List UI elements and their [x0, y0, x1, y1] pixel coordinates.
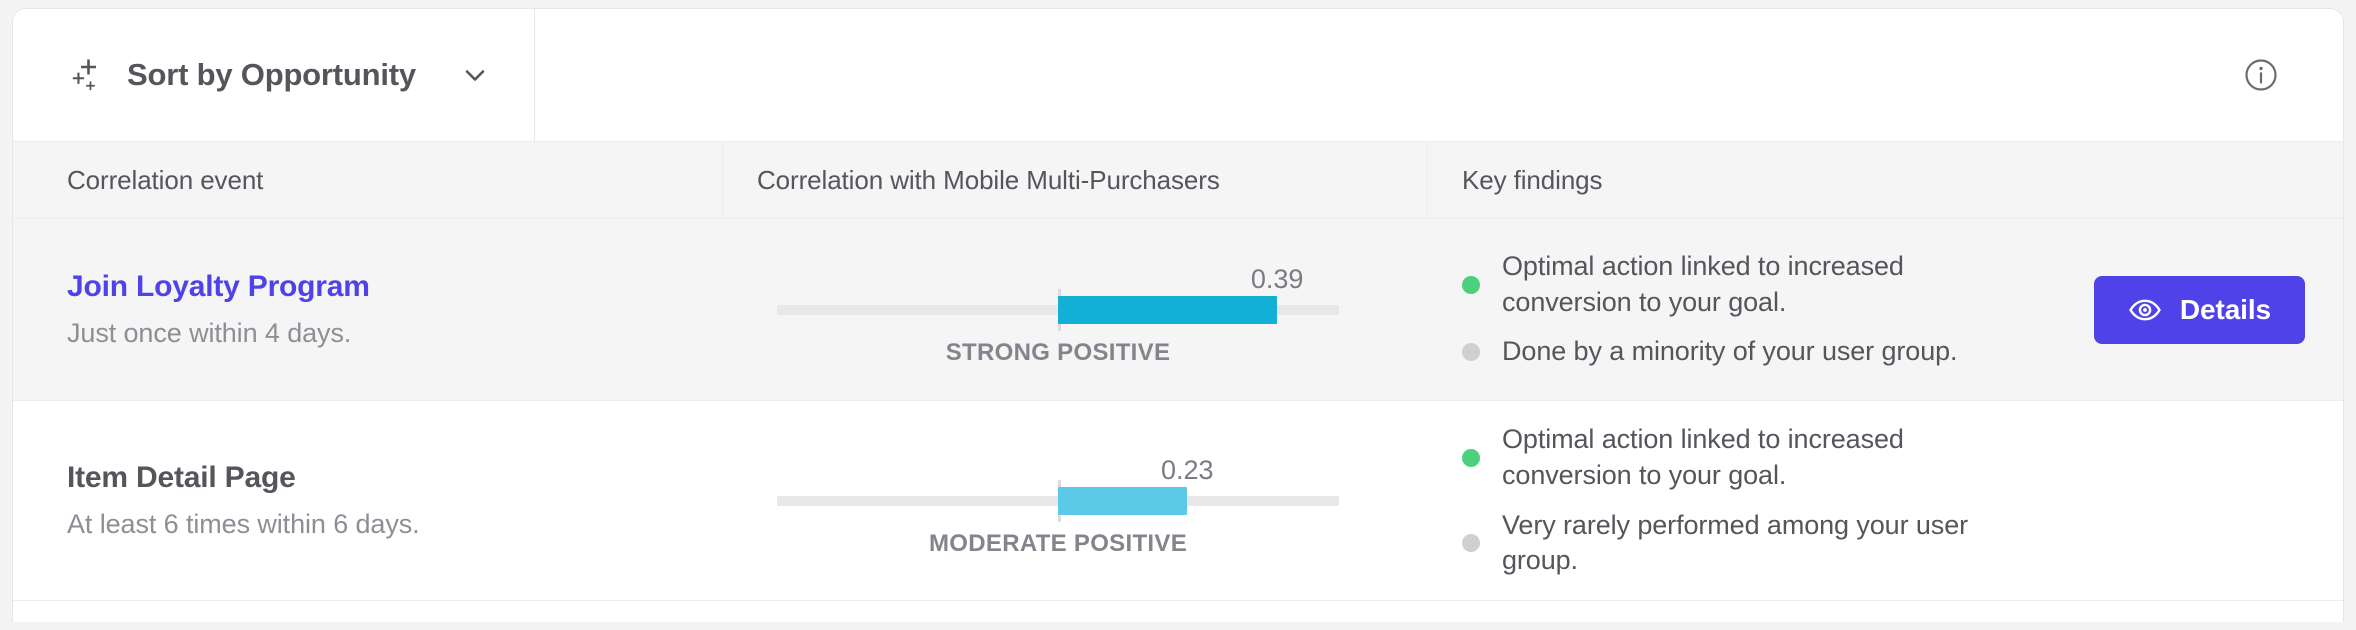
status-dot-neutral	[1462, 534, 1480, 553]
finding-item: Done by a minority of your user group.	[1462, 334, 1989, 370]
correlation-cell: 0.39 STRONG POSITIVE	[723, 219, 1428, 400]
column-header-key-findings: Key findings	[1462, 164, 1603, 195]
chevron-down-icon	[460, 60, 490, 90]
correlation-value: 0.39	[1250, 263, 1304, 294]
table-row[interactable]: Item Detail Page At least 6 times within…	[13, 401, 2343, 601]
event-name-link[interactable]: Join Loyalty Program	[67, 269, 370, 303]
sparkle-icon	[65, 55, 105, 95]
correlation-track	[777, 479, 1339, 522]
correlation-track	[777, 288, 1339, 331]
event-cell: Join Loyalty Program Just once within 4 …	[13, 219, 723, 400]
correlation-table: Correlation event Correlation with Mobil…	[13, 141, 2343, 615]
correlation-strength-label: STRONG POSITIVE	[945, 338, 1171, 366]
row-actions: Details	[2013, 219, 2343, 400]
correlation-cell: 0.23 MODERATE POSITIVE	[723, 401, 1428, 600]
next-row-peek	[13, 601, 2343, 615]
status-dot-positive	[1462, 448, 1480, 467]
sort-by-opportunity-dropdown[interactable]: Sort by Opportunity	[13, 9, 535, 141]
info-circle-icon	[2242, 56, 2280, 94]
finding-text: Optimal action linked to increased conve…	[1502, 251, 1904, 317]
status-dot-neutral	[1462, 343, 1480, 362]
details-button[interactable]: Details	[2093, 275, 2305, 344]
column-header-correlation-event: Correlation event	[13, 141, 723, 219]
finding-item: Optimal action linked to increased conve…	[1462, 422, 1989, 493]
event-name[interactable]: Item Detail Page	[67, 460, 296, 494]
correlation-card: Sort by Opportunity	[12, 8, 2344, 622]
correlation-bar-fill	[1058, 295, 1278, 324]
event-cell: Item Detail Page At least 6 times within…	[13, 401, 723, 600]
key-findings-cell: Optimal action linked to increased conve…	[1428, 219, 2013, 400]
correlation-strength-label: MODERATE POSITIVE	[928, 529, 1188, 557]
sort-by-opportunity-label: Sort by Opportunity	[127, 57, 416, 92]
finding-item: Optimal action linked to increased conve…	[1462, 249, 1989, 320]
column-header-correlation-with: Correlation with Mobile Multi-Purchasers	[723, 141, 1428, 219]
event-condition: At least 6 times within 6 days.	[67, 509, 420, 540]
correlation-value: 0.23	[1160, 454, 1214, 485]
table-header-row: Correlation event Correlation with Mobil…	[13, 141, 2343, 219]
card-toolbar: Sort by Opportunity	[13, 9, 2343, 142]
finding-text: Optimal action linked to increased conve…	[1502, 424, 1904, 490]
status-dot-positive	[1462, 275, 1480, 294]
correlation-bar-fill	[1058, 486, 1188, 515]
key-findings-cell: Optimal action linked to increased conve…	[1428, 401, 2013, 600]
finding-item: Very rarely performed among your user gr…	[1462, 508, 1989, 579]
toolbar-spacer	[535, 9, 2213, 141]
row-actions	[2013, 401, 2343, 600]
table-row[interactable]: Join Loyalty Program Just once within 4 …	[13, 219, 2343, 401]
finding-text: Very rarely performed among your user gr…	[1502, 509, 1969, 576]
info-button[interactable]	[2213, 9, 2309, 141]
details-button-label: Details	[2179, 293, 2271, 325]
event-condition: Just once within 4 days.	[67, 318, 352, 349]
eye-icon	[2128, 293, 2162, 327]
finding-text: Done by a minority of your user group.	[1502, 336, 1958, 367]
